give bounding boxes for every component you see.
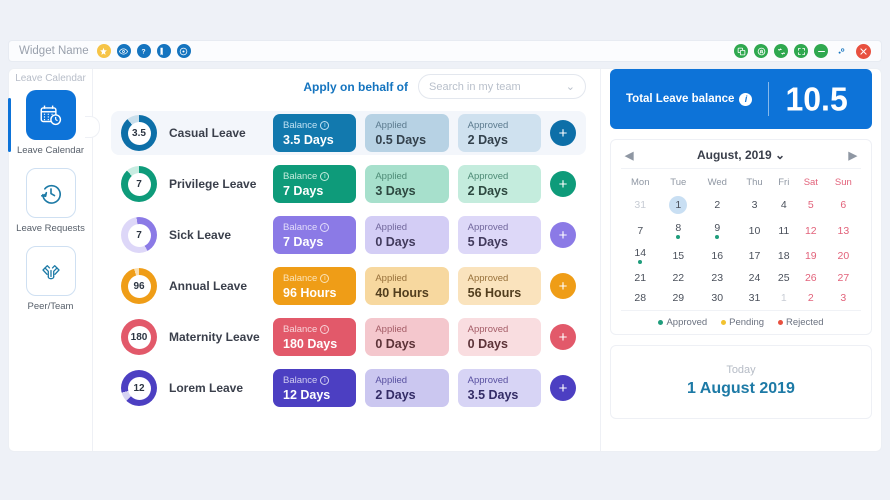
svg-text:?: ? [142, 48, 146, 55]
